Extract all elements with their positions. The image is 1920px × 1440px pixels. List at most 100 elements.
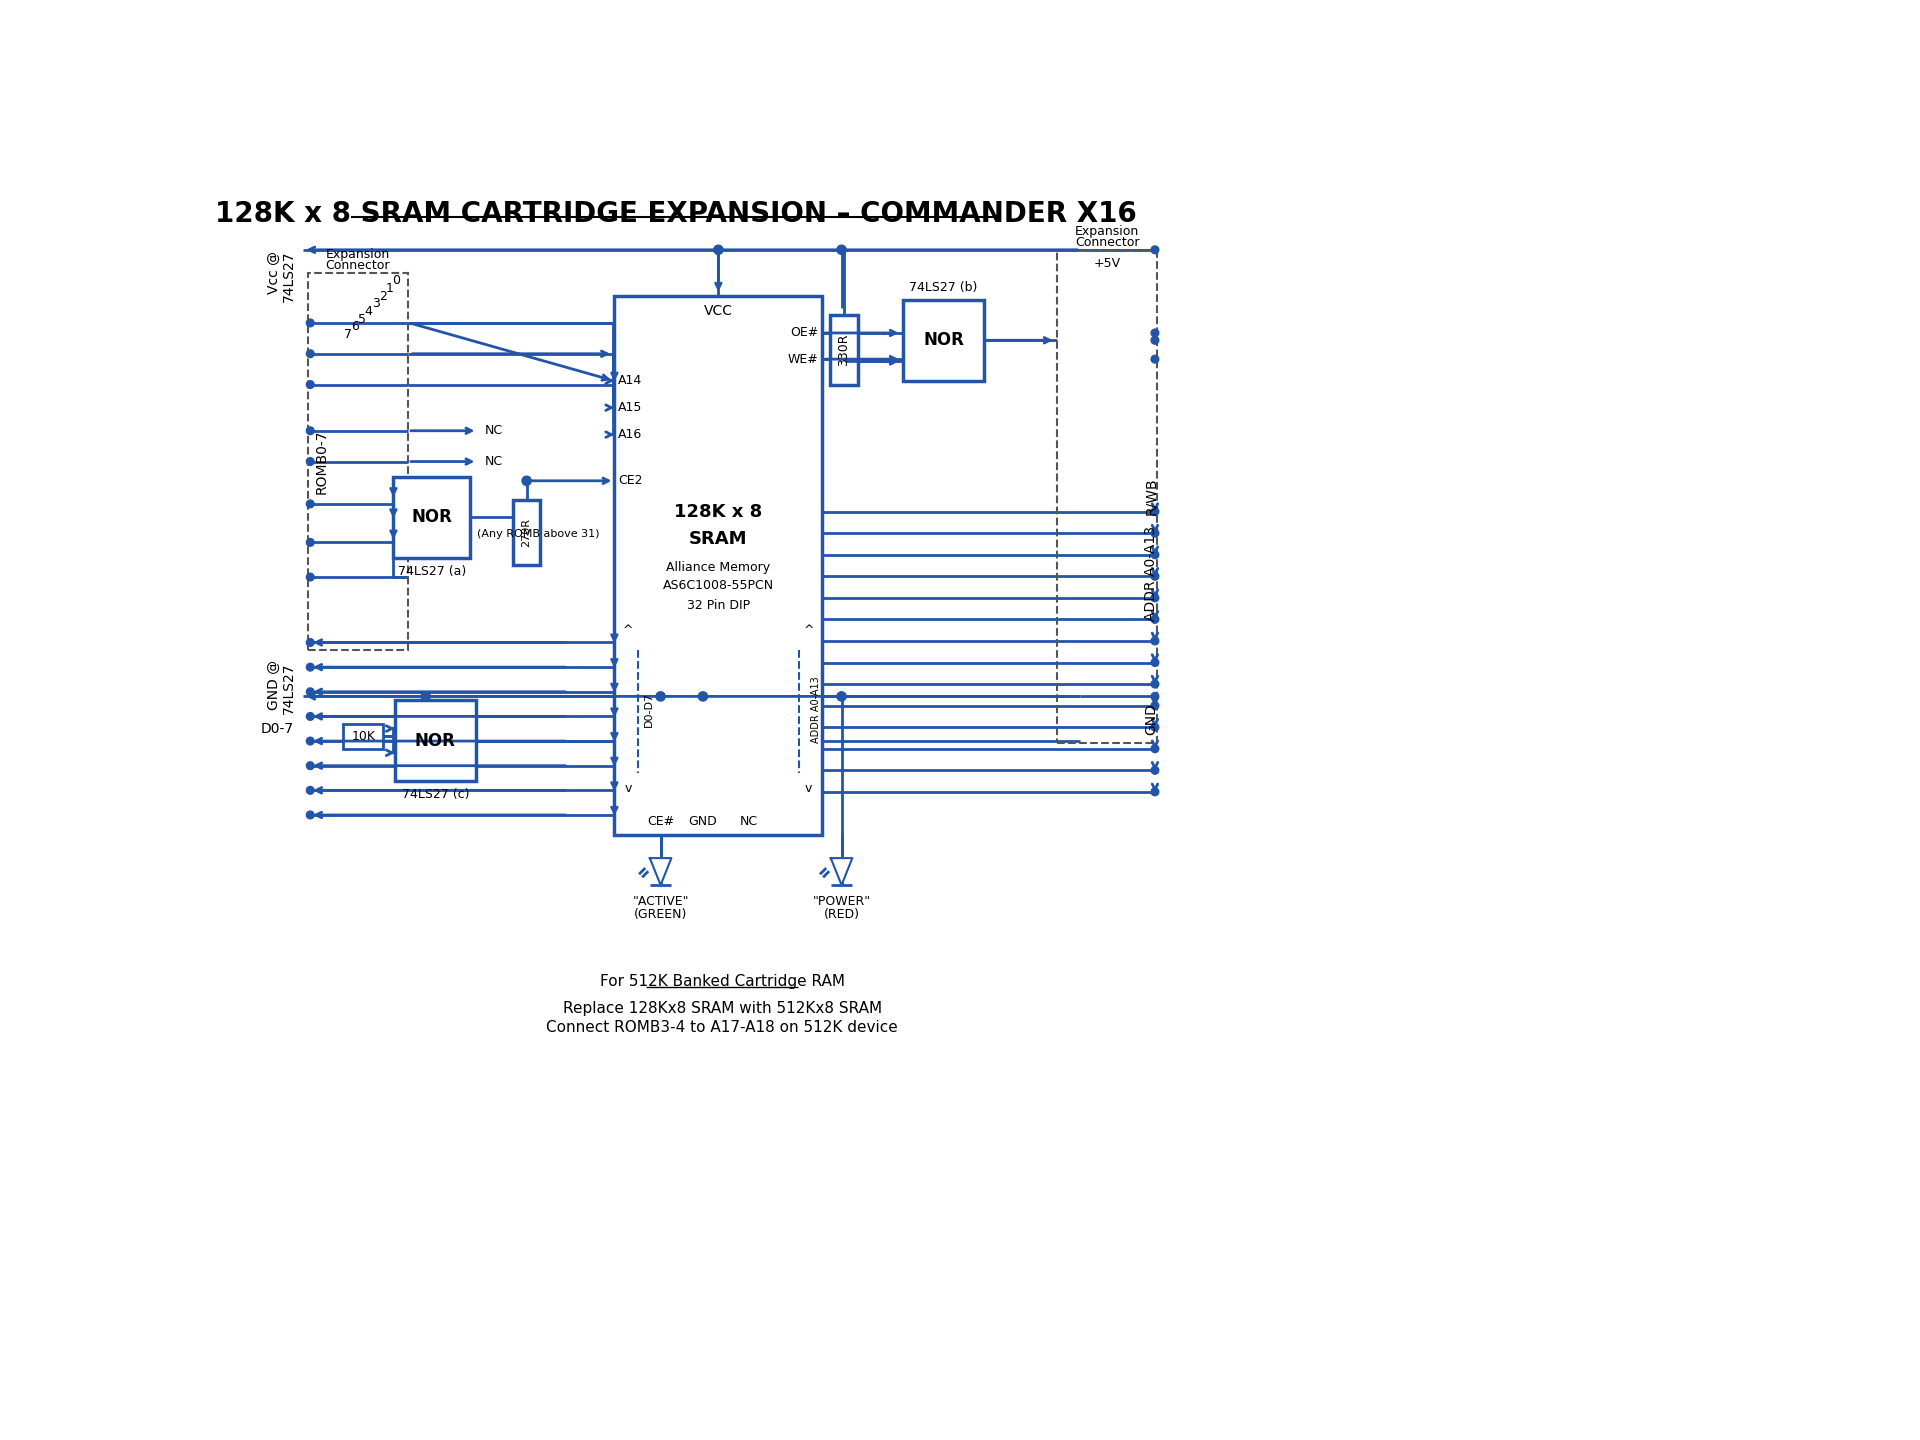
Text: For 512K Banked Cartridge RAM: For 512K Banked Cartridge RAM bbox=[599, 973, 845, 989]
Text: 5: 5 bbox=[357, 312, 367, 325]
Text: ADDR A0-A13: ADDR A0-A13 bbox=[810, 677, 822, 743]
Text: Expansion: Expansion bbox=[326, 248, 390, 261]
Circle shape bbox=[1152, 246, 1160, 253]
Text: v: v bbox=[804, 782, 812, 795]
Text: GND: GND bbox=[1144, 704, 1158, 736]
Text: "ACTIVE": "ACTIVE" bbox=[632, 896, 689, 909]
Text: A16: A16 bbox=[618, 428, 643, 441]
Text: ^: ^ bbox=[803, 625, 814, 638]
Text: VCC: VCC bbox=[705, 304, 733, 318]
Text: 270R: 270R bbox=[522, 518, 532, 547]
Circle shape bbox=[1152, 615, 1160, 624]
Circle shape bbox=[307, 664, 315, 671]
Bar bbox=[344, 724, 384, 749]
Circle shape bbox=[1152, 723, 1160, 732]
Circle shape bbox=[307, 737, 315, 744]
Text: NOR: NOR bbox=[924, 331, 964, 350]
Circle shape bbox=[1152, 356, 1160, 363]
Bar bbox=[396, 700, 476, 780]
Text: ^: ^ bbox=[622, 625, 634, 638]
Circle shape bbox=[307, 688, 315, 696]
Text: NOR: NOR bbox=[411, 508, 453, 527]
Text: Alliance Memory: Alliance Memory bbox=[666, 560, 770, 573]
Circle shape bbox=[714, 245, 724, 255]
Text: CE2: CE2 bbox=[618, 474, 643, 487]
Text: GND: GND bbox=[689, 815, 718, 828]
Text: (GREEN): (GREEN) bbox=[634, 907, 687, 920]
Text: Connector: Connector bbox=[1075, 236, 1139, 249]
Text: NOR: NOR bbox=[415, 732, 455, 750]
Text: 32 Pin DIP: 32 Pin DIP bbox=[687, 599, 751, 612]
Text: "POWER": "POWER" bbox=[812, 896, 870, 909]
Polygon shape bbox=[649, 858, 672, 886]
Text: 74LS27: 74LS27 bbox=[282, 662, 296, 714]
Text: Vcc @: Vcc @ bbox=[267, 252, 280, 294]
Circle shape bbox=[1152, 788, 1160, 796]
Text: D0-7: D0-7 bbox=[261, 721, 294, 736]
Text: AS6C1008-55PCN: AS6C1008-55PCN bbox=[662, 579, 774, 592]
Circle shape bbox=[307, 380, 315, 389]
Text: 10K: 10K bbox=[351, 730, 376, 743]
Circle shape bbox=[1152, 573, 1160, 580]
Text: +5V: +5V bbox=[1094, 258, 1121, 271]
Text: 4: 4 bbox=[365, 305, 372, 318]
Bar bbox=[829, 315, 858, 384]
Text: A15: A15 bbox=[618, 402, 643, 415]
Circle shape bbox=[1152, 530, 1160, 537]
Text: 3: 3 bbox=[372, 297, 380, 310]
Text: (RED): (RED) bbox=[824, 907, 860, 920]
Text: NC: NC bbox=[739, 815, 758, 828]
Circle shape bbox=[307, 426, 315, 435]
Circle shape bbox=[1152, 552, 1160, 559]
Text: NC: NC bbox=[486, 455, 503, 468]
Text: 2: 2 bbox=[378, 289, 386, 302]
Circle shape bbox=[307, 350, 315, 357]
Text: WE#: WE# bbox=[787, 353, 818, 366]
Text: OE#: OE# bbox=[791, 327, 818, 340]
Text: Connector: Connector bbox=[326, 259, 390, 272]
Bar bbox=[902, 300, 983, 380]
Bar bbox=[307, 274, 409, 651]
Circle shape bbox=[307, 786, 315, 795]
Circle shape bbox=[307, 639, 315, 647]
Circle shape bbox=[657, 691, 664, 701]
Text: 0: 0 bbox=[392, 274, 401, 287]
Circle shape bbox=[307, 762, 315, 769]
Text: 74LS27: 74LS27 bbox=[282, 251, 296, 302]
Circle shape bbox=[522, 477, 532, 485]
Circle shape bbox=[699, 691, 708, 701]
Circle shape bbox=[1152, 744, 1160, 753]
Text: 74LS27 (b): 74LS27 (b) bbox=[910, 281, 977, 294]
Text: Connect ROMB3-4 to A17-A18 on 512K device: Connect ROMB3-4 to A17-A18 on 512K devic… bbox=[547, 1020, 899, 1035]
Circle shape bbox=[1152, 508, 1160, 516]
Circle shape bbox=[1152, 680, 1160, 688]
Bar bbox=[1058, 249, 1158, 743]
Circle shape bbox=[307, 458, 315, 465]
Circle shape bbox=[1152, 330, 1160, 337]
Circle shape bbox=[307, 500, 315, 508]
Bar bbox=[394, 477, 470, 557]
Circle shape bbox=[1152, 337, 1160, 344]
Circle shape bbox=[1152, 658, 1160, 667]
Text: 74LS27 (c): 74LS27 (c) bbox=[401, 789, 468, 802]
Text: Expansion: Expansion bbox=[1075, 225, 1139, 238]
Text: GND @: GND @ bbox=[267, 660, 280, 710]
Text: ADDR A0-A13: ADDR A0-A13 bbox=[1144, 526, 1158, 621]
Text: 7: 7 bbox=[344, 328, 351, 341]
Bar bbox=[614, 297, 822, 835]
Text: 128K x 8 SRAM CARTRIDGE EXPANSION – COMMANDER X16: 128K x 8 SRAM CARTRIDGE EXPANSION – COMM… bbox=[215, 200, 1137, 228]
Circle shape bbox=[1152, 766, 1160, 775]
Text: CE#: CE# bbox=[647, 815, 674, 828]
Text: 6: 6 bbox=[351, 320, 359, 333]
Text: ROMB0-7: ROMB0-7 bbox=[315, 429, 328, 494]
Text: A14: A14 bbox=[618, 374, 643, 387]
Circle shape bbox=[837, 691, 847, 701]
Polygon shape bbox=[831, 858, 852, 886]
Text: D0-D7: D0-D7 bbox=[643, 693, 655, 727]
Circle shape bbox=[420, 691, 430, 701]
Circle shape bbox=[307, 539, 315, 546]
Circle shape bbox=[1152, 701, 1160, 710]
Text: Replace 128Kx8 SRAM with 512Kx8 SRAM: Replace 128Kx8 SRAM with 512Kx8 SRAM bbox=[563, 1001, 881, 1015]
Text: 330R: 330R bbox=[837, 334, 851, 366]
Circle shape bbox=[837, 245, 847, 255]
